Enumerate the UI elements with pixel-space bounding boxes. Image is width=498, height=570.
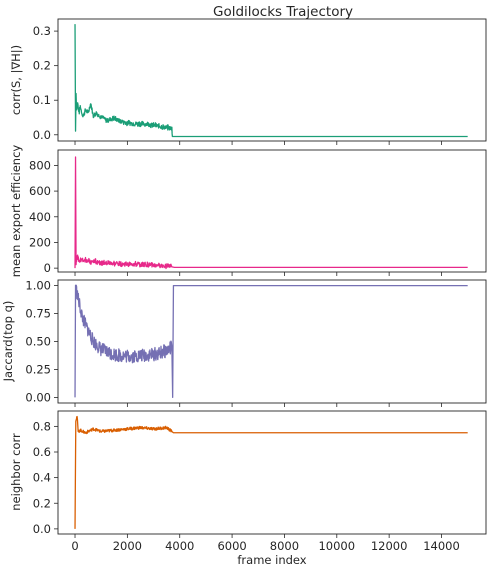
y-tick-label: 800 xyxy=(29,158,51,172)
y-tick-label: 0.2 xyxy=(33,59,51,73)
y-axis-label-jaccard: Jaccard(top q) xyxy=(1,301,15,383)
panel-neighbor-corr: neighbor corr 0.0 0.2 0.4 0.6 0.8 xyxy=(9,410,487,538)
y-axis-label-export-efficiency: mean export efficiency xyxy=(9,145,23,278)
y-axis-label-corr: corr(S, |∇H|) xyxy=(9,45,23,115)
series-line xyxy=(74,24,468,138)
y-tick-label: 0.50 xyxy=(25,335,51,349)
panel-frame xyxy=(57,410,487,535)
x-tick-label: 0 xyxy=(71,539,78,553)
y-tick-label: 0.0 xyxy=(33,128,51,142)
panel-frame xyxy=(57,279,487,404)
panel-export-efficiency: mean export efficiency 0 200 400 600 800 xyxy=(9,145,487,278)
y-tick-label: 0.1 xyxy=(33,93,51,107)
y-tick-label: 0.4 xyxy=(33,471,51,485)
y-tick-label: 0.0 xyxy=(33,522,51,536)
x-tick-label: 12000 xyxy=(371,539,408,553)
panel-frame xyxy=(57,18,487,142)
series-line xyxy=(74,415,468,529)
x-tick-label: 4000 xyxy=(165,539,194,553)
x-tick-label: 6000 xyxy=(217,539,246,553)
y-tick-label: 600 xyxy=(29,184,51,198)
x-axis-label: frame index xyxy=(237,553,306,567)
x-tick-label: 2000 xyxy=(113,539,142,553)
y-tick-label: 0 xyxy=(44,261,51,275)
chart-title: Goldilocks Trajectory xyxy=(213,4,353,20)
y-tick-label: 200 xyxy=(29,235,51,249)
y-tick-label: 0.00 xyxy=(25,390,51,404)
y-tick-label: 0.75 xyxy=(25,307,51,321)
y-tick-label: 0.2 xyxy=(33,496,51,510)
y-tick-label: 0.8 xyxy=(33,419,51,433)
x-tick-label: 8000 xyxy=(270,539,299,553)
panel-jaccard: Jaccard(top q) 0.00 0.25 0.50 0.75 1.00 xyxy=(1,279,487,407)
y-tick-label: 400 xyxy=(29,210,51,224)
series-line xyxy=(74,284,468,399)
x-tick-label: 10000 xyxy=(318,539,355,553)
y-axis-label-neighbor-corr: neighbor corr xyxy=(9,433,23,511)
y-tick-label: 1.00 xyxy=(25,279,51,293)
y-tick-label: 0.3 xyxy=(33,24,51,38)
panel-corr: corr(S, |∇H|) 0.0 0.1 0.2 0.3 xyxy=(9,18,487,145)
series-line xyxy=(74,156,468,270)
y-tick-label: 0.6 xyxy=(33,445,51,459)
panel-frame xyxy=(57,149,487,273)
y-tick-label: 0.25 xyxy=(25,362,51,376)
x-tick-label: 14000 xyxy=(423,539,460,553)
